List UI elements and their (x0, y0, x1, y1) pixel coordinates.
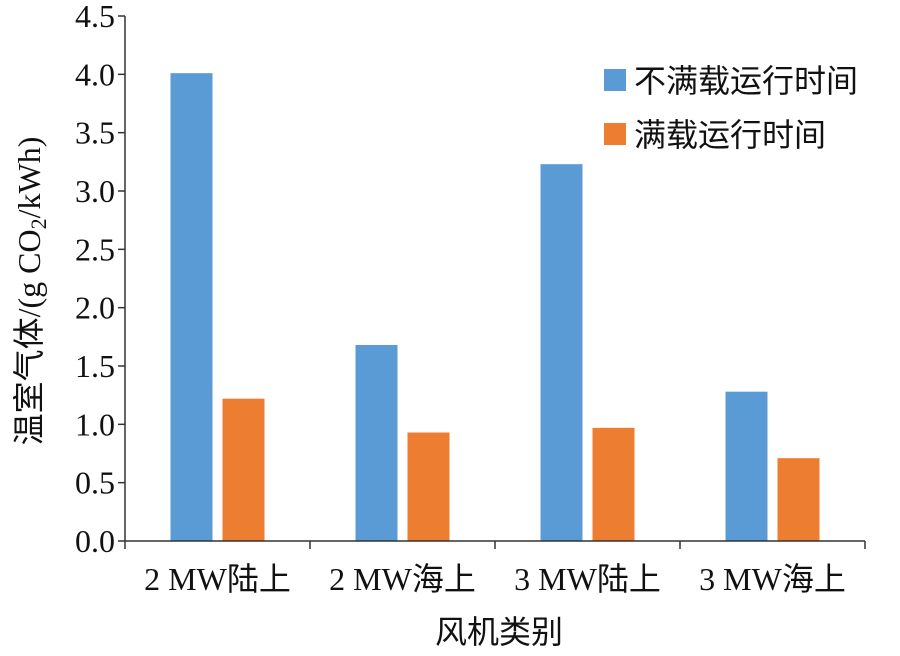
legend-label-1: 满载运行时间 (634, 117, 826, 153)
x-axis-title: 风机类别 (435, 614, 563, 650)
y-axis-title: 温室气体/(g CO2/kWh) (11, 137, 51, 446)
bar-not-full-load-1 (355, 345, 398, 541)
bar-not-full-load-3 (725, 391, 768, 541)
x-category-label: 3 MW陆上 (514, 561, 661, 597)
x-axis-category-labels: 2 MW陆上 2 MW海上 3 MW陆上 3 MW海上 (144, 561, 846, 597)
legend-swatch-0 (604, 69, 626, 91)
bar-full-load-0 (222, 398, 265, 541)
y-axis-ticks: 0.0 0.5 1.0 1.5 2.0 2.5 3.0 3.5 4.0 4.5 (75, 0, 125, 559)
legend-swatch-1 (604, 123, 626, 145)
y-tick-label: 2.5 (75, 231, 115, 267)
legend: 不满载运行时间 满载运行时间 (604, 63, 858, 153)
x-category-label: 3 MW海上 (699, 561, 846, 597)
bar-full-load-1 (407, 432, 450, 541)
bar-full-load-3 (777, 458, 820, 541)
y-tick-label: 4.5 (75, 0, 115, 34)
bar-not-full-load-0 (170, 73, 213, 542)
y-tick-label: 0.0 (75, 523, 115, 559)
y-tick-label: 2.0 (75, 290, 115, 326)
y-axis-title-subscript: 2 (26, 218, 51, 229)
y-axis-title-suffix: /kWh) (11, 137, 47, 219)
y-tick-label: 1.5 (75, 348, 115, 384)
x-category-label: 2 MW海上 (329, 561, 476, 597)
y-tick-label: 3.5 (75, 115, 115, 151)
bar-full-load-2 (592, 427, 635, 541)
x-category-label: 2 MW陆上 (144, 561, 291, 597)
y-tick-label: 4.0 (75, 56, 115, 92)
y-axis-title-prefix: 温室气体/(g CO (11, 229, 47, 445)
x-axis-ticks (124, 541, 866, 549)
legend-label-0: 不满载运行时间 (634, 63, 858, 99)
y-tick-label: 3.0 (75, 173, 115, 209)
y-tick-label: 1.0 (75, 406, 115, 442)
bars (170, 73, 820, 542)
y-tick-label: 0.5 (75, 465, 115, 501)
bar-not-full-load-2 (540, 164, 583, 541)
